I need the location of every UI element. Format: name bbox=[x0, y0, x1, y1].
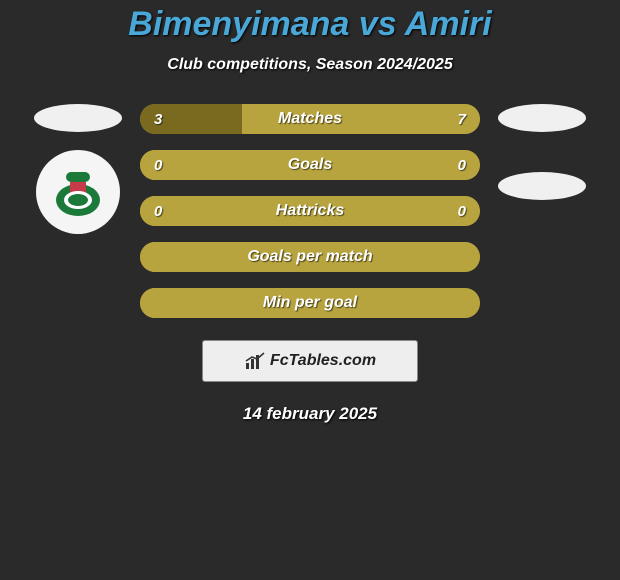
stat-bar: Goals per match bbox=[140, 242, 480, 272]
stat-value-right: 0 bbox=[458, 203, 466, 220]
stat-value-left: 3 bbox=[154, 111, 162, 128]
flag-right bbox=[498, 104, 586, 132]
chart-icon bbox=[244, 351, 266, 371]
club-badge-left bbox=[36, 150, 120, 234]
subtitle: Club competitions, Season 2024/2025 bbox=[0, 56, 620, 74]
date: 14 february 2025 bbox=[0, 404, 620, 424]
club-badge-right bbox=[498, 172, 586, 200]
stat-bars: 3 7 Matches 0 0 Goals 0 0 Hattricks Goals per mat… bbox=[140, 104, 480, 318]
stat-value-right: 7 bbox=[458, 111, 466, 128]
stat-label: Goals per match bbox=[247, 248, 372, 266]
stat-label: Hattricks bbox=[276, 202, 344, 220]
stat-label: Matches bbox=[278, 110, 342, 128]
right-player-col bbox=[492, 104, 592, 200]
stat-value-right: 0 bbox=[458, 157, 466, 174]
stat-value-left: 0 bbox=[154, 157, 162, 174]
club-crest-icon bbox=[48, 162, 108, 222]
stat-bar: 0 0 Goals bbox=[140, 150, 480, 180]
stat-bar: Min per goal bbox=[140, 288, 480, 318]
stat-bar: 0 0 Hattricks bbox=[140, 196, 480, 226]
page-title: Bimenyimana vs Amiri bbox=[0, 5, 620, 44]
watermark-text: FcTables.com bbox=[270, 352, 376, 370]
stat-value-left: 0 bbox=[154, 203, 162, 220]
watermark[interactable]: FcTables.com bbox=[202, 340, 418, 382]
left-player-col bbox=[28, 104, 128, 234]
stat-bar: 3 7 Matches bbox=[140, 104, 480, 134]
stat-label: Min per goal bbox=[263, 294, 357, 312]
comparison-row: 3 7 Matches 0 0 Goals 0 0 Hattricks Goals per mat… bbox=[0, 104, 620, 318]
stat-label: Goals bbox=[288, 156, 332, 174]
flag-left bbox=[34, 104, 122, 132]
